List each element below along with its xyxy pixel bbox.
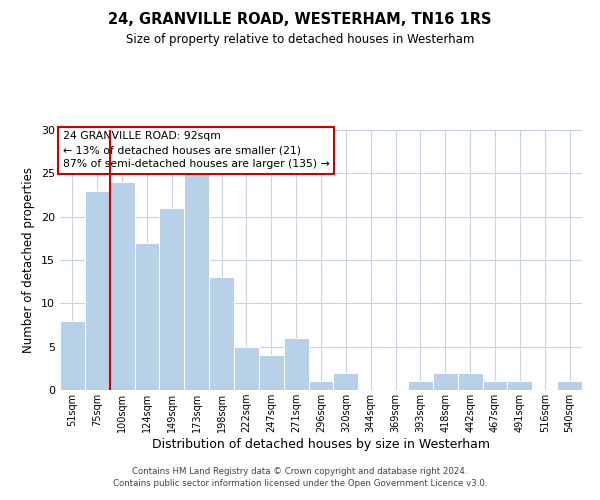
Bar — [284, 338, 308, 390]
Text: 24, GRANVILLE ROAD, WESTERHAM, TN16 1RS: 24, GRANVILLE ROAD, WESTERHAM, TN16 1RS — [108, 12, 492, 28]
Bar — [334, 372, 358, 390]
X-axis label: Distribution of detached houses by size in Westerham: Distribution of detached houses by size … — [152, 438, 490, 451]
Bar — [184, 174, 209, 390]
Bar — [234, 346, 259, 390]
Text: Size of property relative to detached houses in Westerham: Size of property relative to detached ho… — [126, 32, 474, 46]
Bar — [209, 278, 234, 390]
Y-axis label: Number of detached properties: Number of detached properties — [22, 167, 35, 353]
Text: Contains HM Land Registry data © Crown copyright and database right 2024.
Contai: Contains HM Land Registry data © Crown c… — [113, 466, 487, 487]
Bar — [134, 242, 160, 390]
Bar — [259, 356, 284, 390]
Bar — [85, 190, 110, 390]
Bar — [308, 382, 334, 390]
Bar — [110, 182, 134, 390]
Bar — [433, 372, 458, 390]
Bar — [160, 208, 184, 390]
Bar — [60, 320, 85, 390]
Bar — [458, 372, 482, 390]
Bar — [482, 382, 508, 390]
Bar — [508, 382, 532, 390]
Text: 24 GRANVILLE ROAD: 92sqm
← 13% of detached houses are smaller (21)
87% of semi-d: 24 GRANVILLE ROAD: 92sqm ← 13% of detach… — [62, 132, 329, 170]
Bar — [408, 382, 433, 390]
Bar — [557, 382, 582, 390]
